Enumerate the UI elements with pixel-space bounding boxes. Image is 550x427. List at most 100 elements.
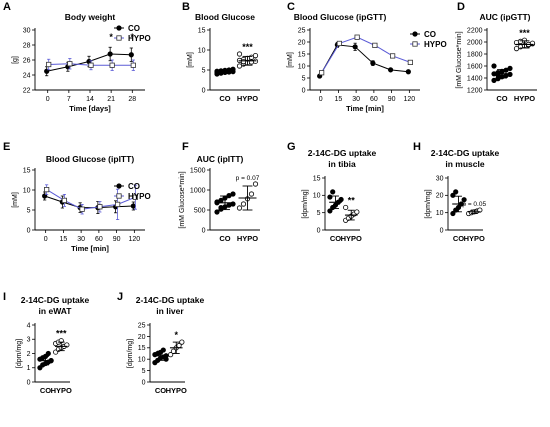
legend-marker xyxy=(116,35,122,41)
x-category-label: CO xyxy=(330,234,341,243)
y-tick-label: 10 xyxy=(23,187,31,194)
y-tick-label: 1000 xyxy=(190,187,206,194)
significance-label: * xyxy=(174,330,178,340)
x-tick-label: 120 xyxy=(129,236,141,243)
y-tick-label: 1 xyxy=(27,365,31,372)
y-tick-label: 5 xyxy=(27,207,31,214)
chart-title: Body weight xyxy=(65,12,116,22)
y-axis-label: [dpm/mg] xyxy=(425,189,432,218)
group-hypo xyxy=(343,204,360,223)
data-point xyxy=(507,71,513,78)
group-co xyxy=(214,66,236,77)
data-point xyxy=(218,205,224,211)
x-category-label: CO xyxy=(219,94,230,103)
significance-label: *** xyxy=(242,42,253,52)
legend-marker xyxy=(116,183,122,189)
data-point xyxy=(128,52,134,58)
data-point xyxy=(252,181,259,187)
data-point xyxy=(354,209,360,215)
data-point xyxy=(252,52,259,59)
y-tick-label: 26 xyxy=(23,57,31,64)
data-point xyxy=(132,194,138,200)
data-point xyxy=(115,201,121,207)
data-point xyxy=(388,67,394,73)
group-hypo xyxy=(236,181,259,211)
data-point xyxy=(330,189,336,195)
y-tick-label: 20 xyxy=(298,39,306,46)
data-point xyxy=(236,63,243,69)
x-category-label: CO xyxy=(453,234,464,243)
data-point xyxy=(230,191,236,197)
significance-label: * xyxy=(109,32,113,42)
x-category-label: CO xyxy=(219,234,230,243)
y-tick-label: 5 xyxy=(302,75,306,82)
data-point xyxy=(107,51,113,57)
x-category-label: CO xyxy=(155,386,166,395)
x-tick-label: 120 xyxy=(404,96,416,103)
y-tick-label: 500 xyxy=(194,207,206,214)
panel-letter: H xyxy=(413,141,421,153)
y-tick-label: 10 xyxy=(138,357,146,364)
y-axis-label: [dpm/mg] xyxy=(127,339,134,368)
data-point xyxy=(240,58,247,65)
chart-title: 2-14C-DG uptake xyxy=(431,148,500,158)
data-point xyxy=(240,201,247,207)
y-tick-label: 0 xyxy=(302,87,306,94)
legend-marker xyxy=(412,31,418,37)
data-point xyxy=(236,205,243,211)
x-tick-label: 60 xyxy=(95,236,103,243)
y-tick-label: 15 xyxy=(298,51,306,58)
data-point xyxy=(44,186,50,193)
group-co xyxy=(450,189,467,217)
x-category-label: HYPO xyxy=(237,234,258,243)
y-axis-label: [dpm/mg] xyxy=(16,339,23,368)
group-co xyxy=(327,189,344,214)
chart-title: AUC (ipGTT) xyxy=(480,12,531,22)
data-point xyxy=(461,197,467,203)
x-category-label: HYPO xyxy=(51,386,72,395)
panel-letter: A xyxy=(3,1,11,13)
x-tick-label: 0 xyxy=(319,96,323,103)
panel-letter: I xyxy=(3,291,6,303)
data-point xyxy=(130,203,136,209)
y-tick-label: 10 xyxy=(198,47,206,54)
chart-title: Blood Glucose xyxy=(195,12,255,22)
x-tick-label: 14 xyxy=(86,96,94,103)
data-point xyxy=(218,197,224,203)
legend-marker xyxy=(116,25,122,31)
data-point xyxy=(163,356,169,362)
data-point xyxy=(79,206,85,212)
data-point xyxy=(407,59,413,66)
significance-label: * xyxy=(131,32,135,42)
x-tick-label: 90 xyxy=(113,236,121,243)
chart-title: 2-14C-DG uptake xyxy=(308,148,377,158)
group-co xyxy=(37,350,54,371)
group-hypo xyxy=(466,207,483,217)
data-point xyxy=(491,63,497,69)
x-category-label: CO xyxy=(496,94,507,103)
data-point xyxy=(248,191,255,197)
panel-letter: F xyxy=(182,141,189,153)
data-point xyxy=(405,69,411,75)
chart-title-line2: in muscle xyxy=(445,159,484,169)
panel-a: A Body weight 22 24 26 28 30 0 7 14 21 28 [g] Time [d… xyxy=(3,1,151,113)
panel-letter: C xyxy=(287,1,295,13)
y-tick-label: 20 xyxy=(436,193,444,200)
x-tick-label: 30 xyxy=(77,236,85,243)
y-tick-label: 20 xyxy=(138,334,146,341)
y-tick-label: 10 xyxy=(436,210,444,217)
data-point xyxy=(168,352,174,358)
chart-title: 2-14C-DG uptake xyxy=(136,295,205,305)
data-point xyxy=(372,42,378,48)
series-hypo xyxy=(46,58,136,71)
x-tick-label: 90 xyxy=(388,96,396,103)
data-point xyxy=(67,61,73,67)
series-line-co xyxy=(319,44,409,77)
y-tick-label: 15 xyxy=(138,345,146,352)
y-tick-label: 10 xyxy=(313,193,321,200)
x-tick-label: 30 xyxy=(352,96,360,103)
legend-label: CO xyxy=(424,30,436,39)
